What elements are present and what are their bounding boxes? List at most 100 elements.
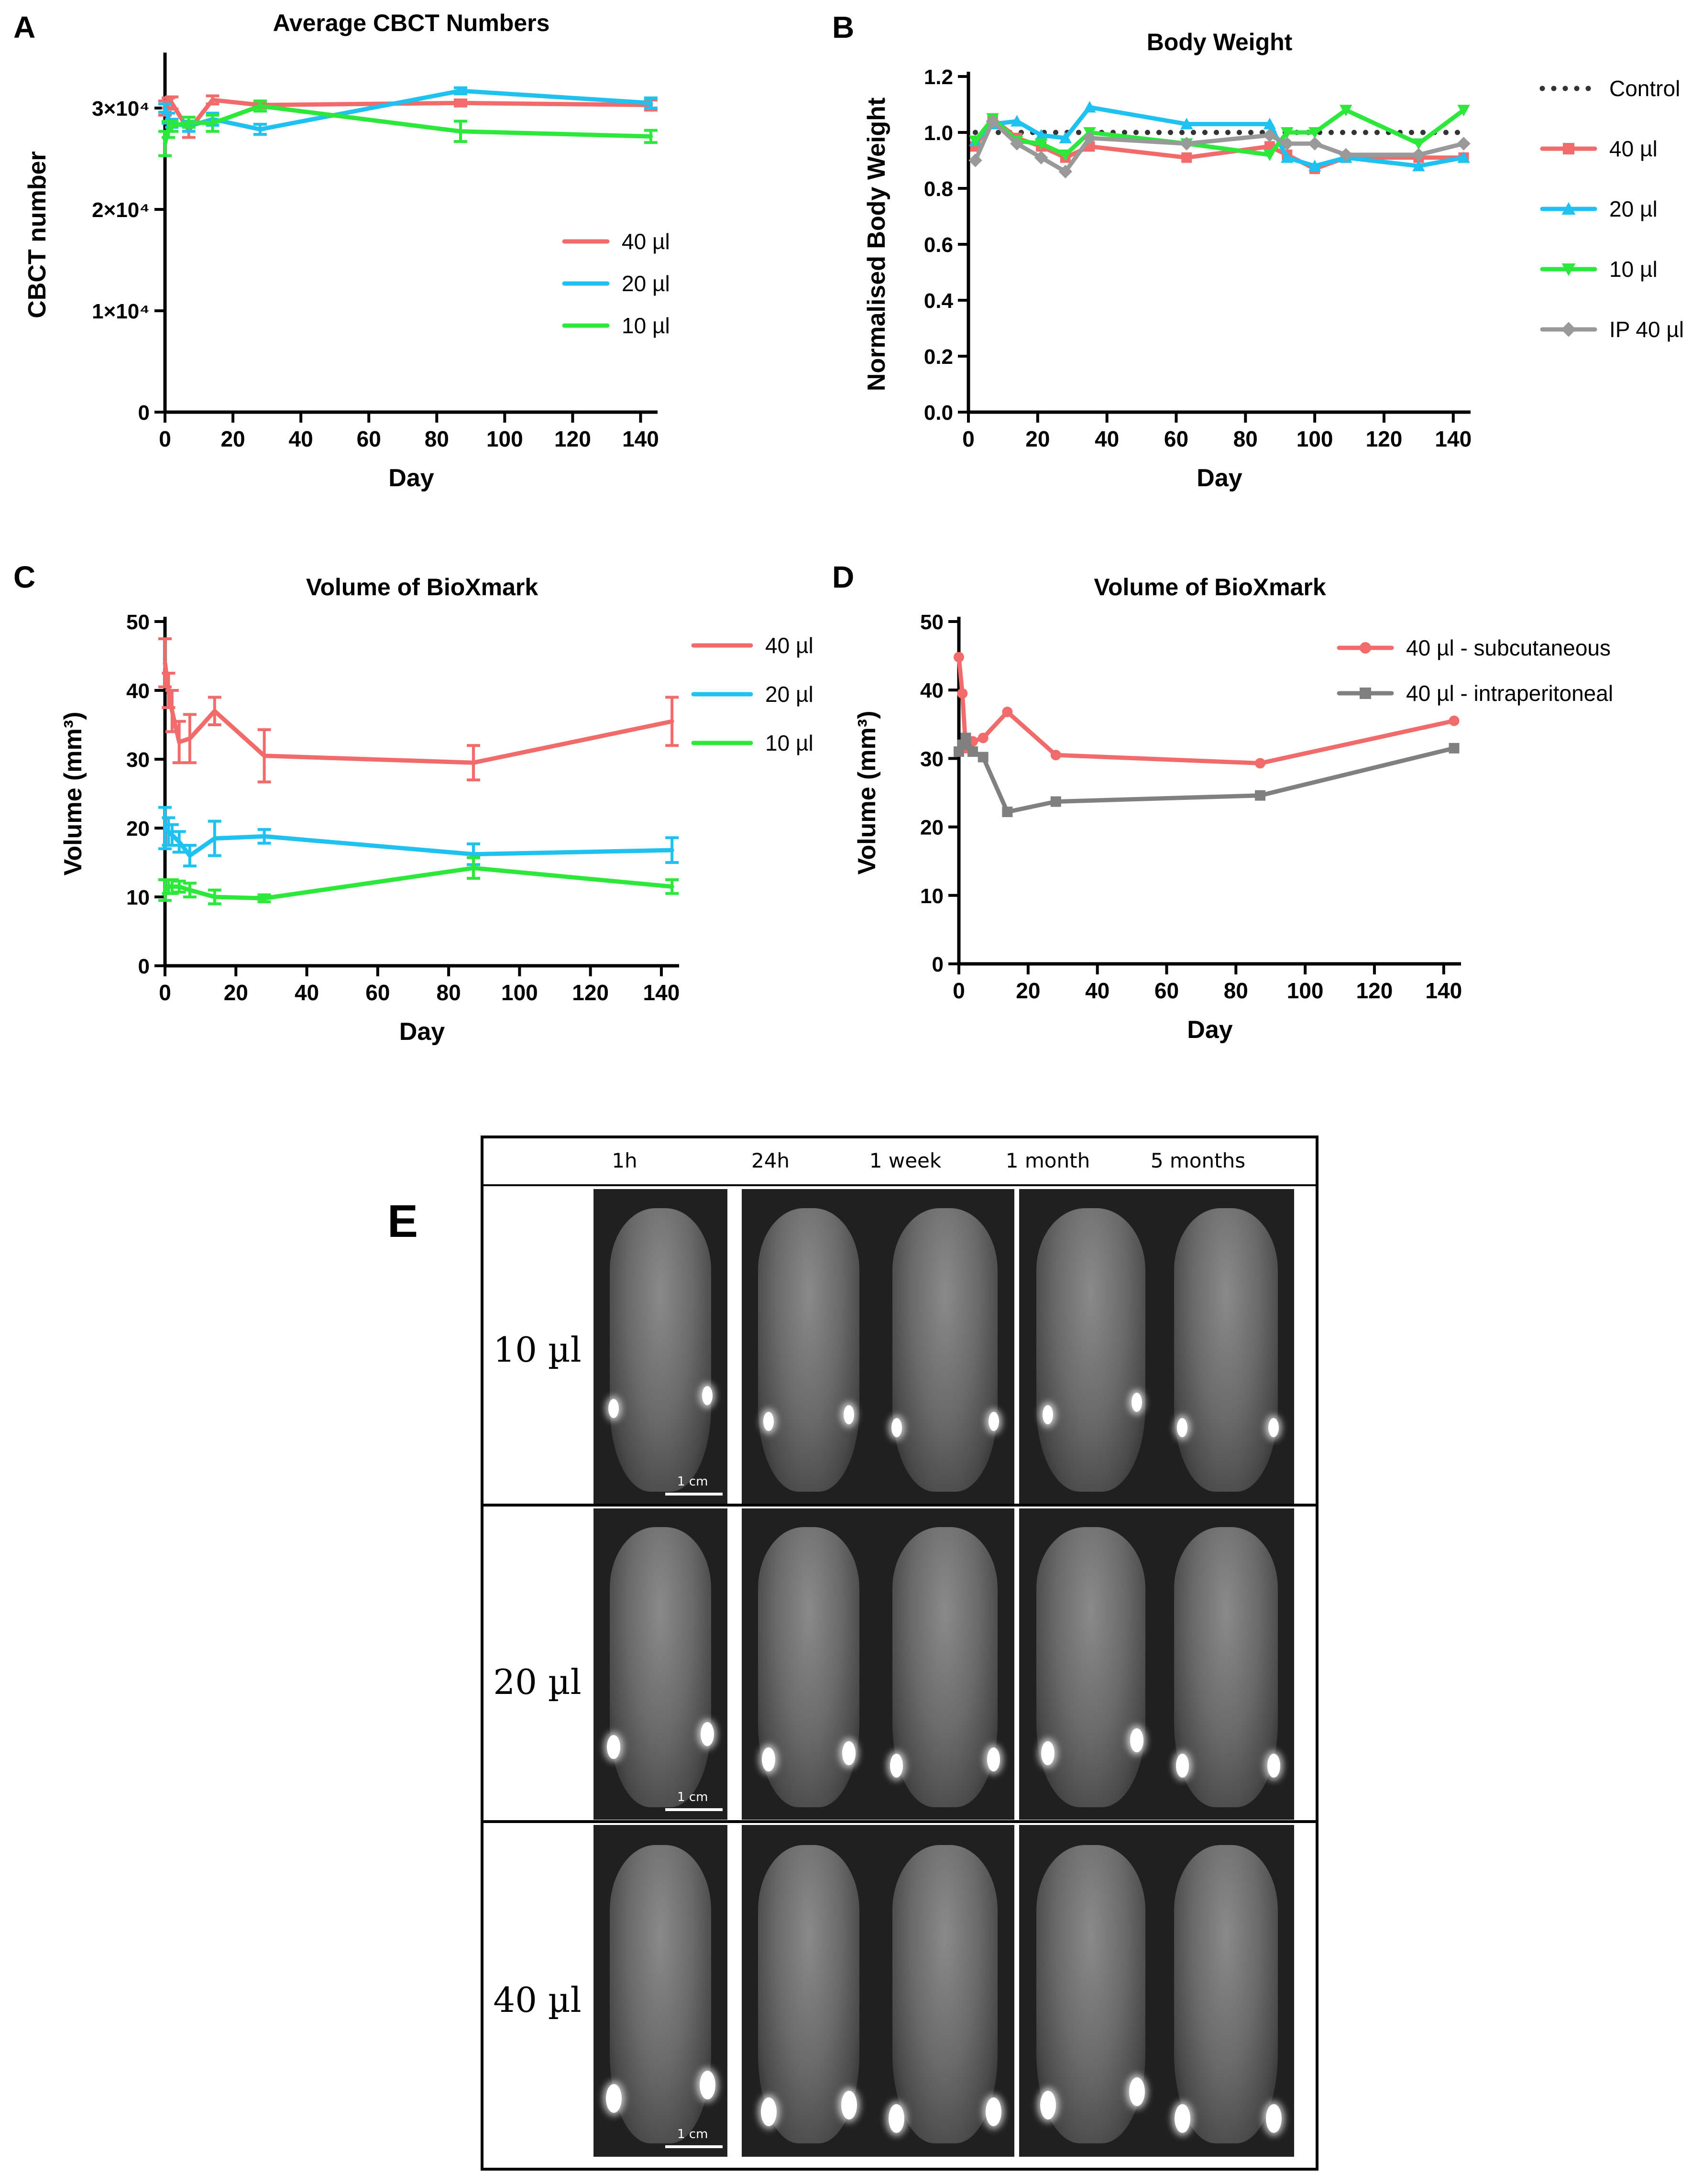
bioxmark-marker-spot: [763, 1411, 774, 1431]
bioxmark-marker-spot: [702, 1386, 713, 1406]
mouse-body-silhouette: [1036, 1527, 1145, 1807]
bioxmark-marker-spot: [890, 1754, 903, 1778]
y-tick-label: 0.4: [924, 289, 954, 313]
series-1: [158, 86, 658, 136]
ct-scan-image: [1158, 1508, 1294, 1820]
row-label-10ul: 10 µl: [493, 1330, 582, 1370]
ct-scan-image: [742, 1508, 876, 1820]
x-tick-label: 60: [1164, 426, 1188, 451]
data-point: [1050, 750, 1061, 761]
y-tick-label: 3×10⁴: [92, 97, 150, 120]
scale-bar: [665, 1493, 723, 1496]
x-tick-label: 20: [1025, 426, 1050, 451]
data-point: [1255, 790, 1265, 801]
legend-marker: [1561, 322, 1576, 337]
legend-label: 40 µl: [622, 229, 670, 254]
y-tick-label: 50: [126, 611, 150, 634]
mouse-body-silhouette: [1036, 1208, 1145, 1492]
x-tick-label: 120: [554, 426, 591, 451]
ct-scan-image: [742, 1189, 876, 1504]
y-tick-label: 1.2: [924, 66, 953, 89]
data-point: [1034, 129, 1048, 141]
row-label-20ul: 20 µl: [493, 1662, 582, 1702]
x-tick-label: 100: [486, 426, 523, 451]
bioxmark-marker-spot: [1176, 1754, 1189, 1778]
mouse-body-silhouette: [1174, 1208, 1278, 1492]
data-point: [1340, 105, 1352, 117]
col-header-24h: 24h: [751, 1149, 790, 1172]
data-point: [1034, 138, 1048, 150]
bioxmark-marker-spot: [608, 1398, 619, 1418]
x-tick-label: 0: [962, 426, 975, 451]
series-line: [973, 108, 1466, 157]
panel-label-d: D: [832, 560, 855, 594]
x-tick-label: 60: [357, 426, 381, 451]
data-point: [1181, 152, 1192, 163]
y-tick-label: 0: [138, 401, 150, 425]
mouse-body-silhouette: [1036, 1845, 1145, 2144]
data-point: [1457, 105, 1470, 117]
series-2: [158, 856, 679, 906]
bioxmark-marker-spot: [1041, 1741, 1055, 1765]
bioxmark-marker-spot: [760, 2097, 777, 2126]
bioxmark-marker-spot: [987, 1747, 1000, 1771]
legend-marker: [1360, 642, 1371, 654]
series-line: [163, 826, 674, 858]
x-tick-label: 100: [1296, 426, 1333, 451]
data-point: [1281, 127, 1294, 139]
bioxmark-marker-spot: [1265, 2104, 1282, 2133]
series-2: [158, 99, 658, 157]
series-0: [158, 637, 679, 784]
y-tick-label: 20: [920, 816, 944, 840]
ct-scan-image: [1158, 1825, 1294, 2157]
x-tick-label: 40: [289, 426, 313, 451]
x-tick-label: 20: [220, 426, 245, 451]
row-divider: [483, 1504, 1316, 1507]
data-point: [1180, 118, 1193, 130]
data-point: [1263, 118, 1276, 130]
legend-label: 40 µl - subcutaneous: [1406, 635, 1611, 660]
y-axis-label: Volume (mm³): [59, 712, 87, 876]
legend-label: Control: [1609, 76, 1680, 101]
mouse-body-silhouette: [892, 1845, 998, 2144]
x-tick-label: 120: [572, 980, 609, 1005]
data-point: [1255, 758, 1265, 769]
bioxmark-marker-spot: [607, 1735, 620, 1759]
ct-scan-image: [876, 1825, 1014, 2157]
chart-d-volume-of-bioxmark: Volume of BioXmark 0 20 40 60 80 100 120 140 0 10 2…: [853, 574, 1613, 1044]
scale-bar: [665, 1808, 723, 1811]
row-divider: [483, 1820, 1316, 1823]
ct-image-grid: 1h 24h 1 week 1 month 5 months 1 cm 1 cm 1…: [481, 1136, 1318, 2171]
bioxmark-marker-spot: [1129, 2077, 1145, 2106]
legend-marker: [1360, 688, 1371, 699]
chart-title: Volume of BioXmark: [1094, 574, 1326, 601]
data-point: [1059, 131, 1072, 143]
data-point: [1449, 743, 1460, 753]
mouse-body-silhouette: [892, 1527, 998, 1807]
series-line: [956, 655, 1457, 765]
bioxmark-marker-spot: [986, 2097, 1001, 2126]
legend-label: 10 µl: [765, 731, 813, 755]
x-tick-label: 0: [953, 978, 965, 1003]
chart-title: Average CBCT Numbers: [273, 10, 550, 36]
legend-label: IP 40 µl: [1609, 317, 1684, 342]
time-point-header: 1h 24h 1 week 1 month 5 months: [483, 1138, 1316, 1186]
x-tick-label: 140: [643, 980, 680, 1005]
mouse-body-silhouette: [892, 1208, 998, 1492]
legend-label: 20 µl: [1609, 197, 1658, 221]
x-tick-label: 0: [159, 980, 171, 1005]
col-header-1-month: 1 month: [1005, 1149, 1090, 1172]
y-tick-label: 50: [920, 611, 944, 634]
bioxmark-marker-spot: [842, 1741, 856, 1765]
data-point: [1281, 151, 1294, 163]
scale-bar-label: 1 cm: [677, 1790, 708, 1804]
y-tick-label: 40: [126, 679, 150, 703]
x-tick-label: 40: [1085, 978, 1110, 1003]
ct-scan-image: 1 cm: [593, 1825, 727, 2157]
x-tick-label: 60: [365, 980, 390, 1005]
y-axis-label: Volume (mm³): [853, 711, 881, 875]
legend-marker: [1563, 143, 1574, 154]
data-point: [1002, 707, 1013, 718]
series-1: [954, 732, 1460, 818]
x-tick-label: 140: [622, 426, 659, 451]
